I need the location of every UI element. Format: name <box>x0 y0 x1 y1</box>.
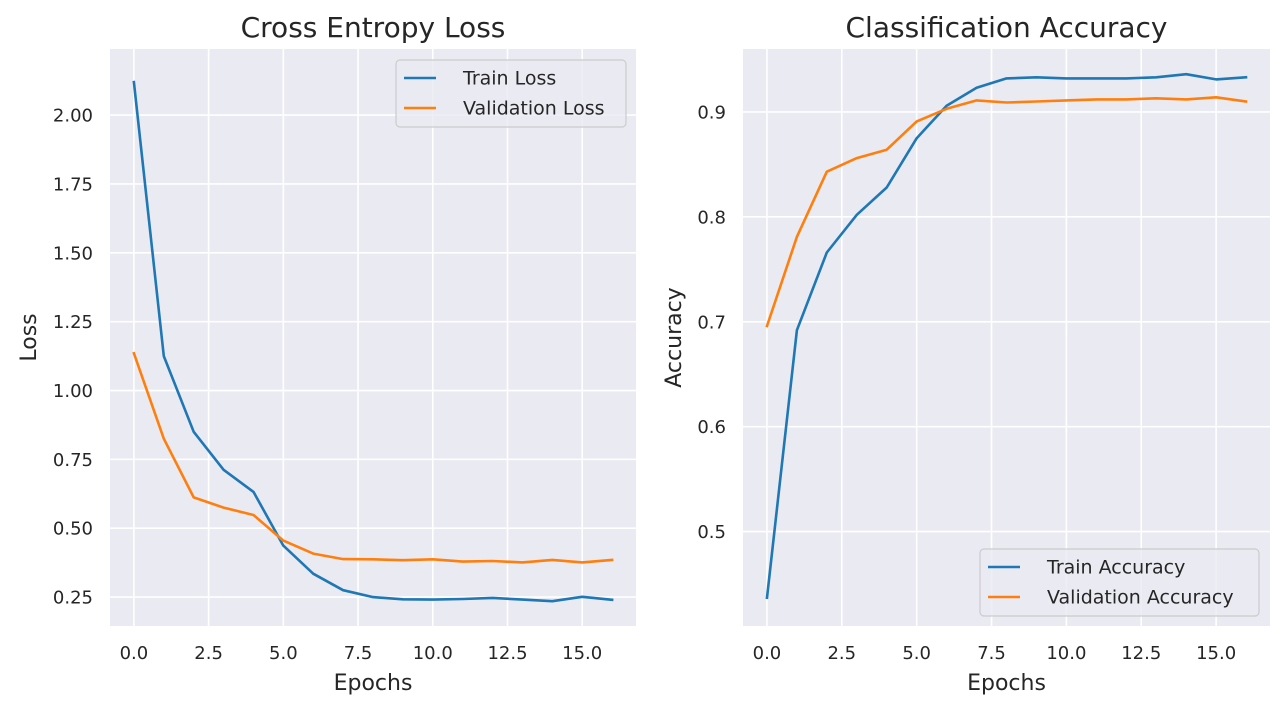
loss-legend-label-validation-loss: Validation Loss <box>463 98 605 120</box>
accuracy-chart-title: Classification Accuracy <box>846 11 1168 44</box>
accuracy-plot-area <box>743 49 1270 626</box>
accuracy-grid <box>743 49 1270 626</box>
accuracy-x-tick-label: 7.5 <box>977 643 1006 664</box>
loss-series-validation-loss <box>132 351 614 564</box>
loss-y-tick-label: 0.25 <box>53 588 93 609</box>
accuracy-x-tick-label: 10.0 <box>1046 643 1086 664</box>
loss-x-tick-label: 15.0 <box>562 643 602 664</box>
loss-y-tick-label: 2.00 <box>53 106 93 127</box>
accuracy-x-tick-label: 2.5 <box>827 643 856 664</box>
accuracy-y-tick-label: 0.6 <box>697 417 726 438</box>
accuracy-series <box>765 72 1248 600</box>
accuracy-x-tick-label: 5.0 <box>902 643 931 664</box>
loss-series <box>132 80 614 603</box>
accuracy-x-tick-label: 12.5 <box>1121 643 1161 664</box>
loss-y-tick-label: 0.50 <box>53 519 93 540</box>
loss-y-tick-label: 1.75 <box>53 174 93 195</box>
loss-tick-labels: 0.0 2.5 5.0 7.5 10.0 12.5 15.0 0.25 0.50 0.75 1.00… <box>53 106 602 664</box>
loss-y-tick-label: 0.75 <box>53 450 93 471</box>
loss-legend-label-train-loss: Train Loss <box>462 68 556 90</box>
loss-y-tick-label: 1.25 <box>53 312 93 333</box>
loss-series-train-loss <box>132 80 614 603</box>
accuracy-y-tick-label: 0.9 <box>697 102 726 123</box>
loss-x-tick-label: 12.5 <box>487 643 527 664</box>
accuracy-y-axis-label: Accuracy <box>662 287 687 387</box>
loss-legend: Train Loss Validation Loss <box>395 59 627 128</box>
loss-chart-title: Cross Entropy Loss <box>241 11 506 44</box>
accuracy-y-tick-label: 0.5 <box>697 522 726 543</box>
loss-y-tick-label: 1.00 <box>53 381 93 402</box>
loss-x-tick-label: 0.0 <box>120 643 149 664</box>
loss-y-axis-label: Loss <box>17 313 42 361</box>
accuracy-x-axis-label: Epochs <box>967 671 1046 696</box>
accuracy-legend-label-train-accuracy: Train Accuracy <box>1046 557 1185 579</box>
loss-x-tick-label: 2.5 <box>194 643 223 664</box>
accuracy-legend: Train Accuracy Validation Accuracy <box>979 548 1260 617</box>
loss-x-tick-label: 7.5 <box>344 643 373 664</box>
accuracy-series-validation-accuracy <box>765 96 1248 328</box>
loss-x-tick-label: 5.0 <box>269 643 298 664</box>
accuracy-x-tick-label: 15.0 <box>1196 643 1236 664</box>
accuracy-chart: 0.0 2.5 5.0 7.5 10.0 12.5 15.00.50.60.70.80.9 … <box>662 11 1270 696</box>
accuracy-x-tick-label: 0.0 <box>753 643 782 664</box>
loss-x-axis-label: Epochs <box>334 671 413 696</box>
accuracy-legend-box <box>979 548 1260 617</box>
loss-grid <box>110 49 636 626</box>
accuracy-y-tick-label: 0.7 <box>697 312 726 333</box>
accuracy-tick-labels: 0.0 2.5 5.0 7.5 10.0 12.5 15.0 0.5 0.6 0.7 0.8 0.9 <box>697 102 1236 664</box>
loss-y-tick-label: 1.50 <box>53 243 93 264</box>
loss-chart: 0.0 2.5 5.0 7.5 10.0 12.5 15.0 0.25 0.50 0.75 1.00… <box>17 11 636 696</box>
accuracy-y-tick-label: 0.8 <box>697 207 726 228</box>
accuracy-series-train-accuracy <box>765 72 1248 600</box>
loss-legend-box <box>395 59 627 128</box>
accuracy-legend-label-validation-accuracy: Validation Accuracy <box>1047 587 1234 609</box>
loss-plot-area <box>110 49 636 626</box>
loss-x-tick-label: 10.0 <box>413 643 453 664</box>
